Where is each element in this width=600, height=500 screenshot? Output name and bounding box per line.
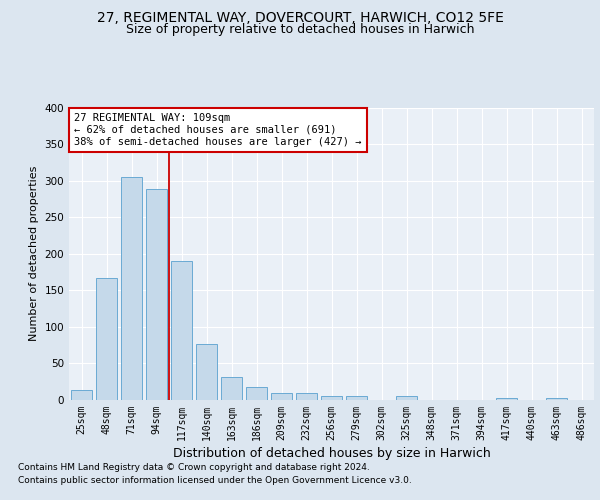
Bar xyxy=(196,344,217,400)
Bar xyxy=(96,278,117,400)
Y-axis label: Number of detached properties: Number of detached properties xyxy=(29,166,39,342)
Bar xyxy=(546,398,567,400)
Bar xyxy=(146,188,167,400)
X-axis label: Distribution of detached houses by size in Harwich: Distribution of detached houses by size … xyxy=(173,447,490,460)
Bar xyxy=(296,394,317,400)
Bar xyxy=(321,396,342,400)
Bar xyxy=(171,261,192,400)
Bar xyxy=(221,376,242,400)
Bar xyxy=(346,396,367,400)
Text: Contains HM Land Registry data © Crown copyright and database right 2024.: Contains HM Land Registry data © Crown c… xyxy=(18,462,370,471)
Bar xyxy=(396,396,417,400)
Bar xyxy=(121,177,142,400)
Bar xyxy=(71,390,92,400)
Bar xyxy=(271,394,292,400)
Bar xyxy=(246,387,267,400)
Text: 27, REGIMENTAL WAY, DOVERCOURT, HARWICH, CO12 5FE: 27, REGIMENTAL WAY, DOVERCOURT, HARWICH,… xyxy=(97,11,503,25)
Bar xyxy=(496,398,517,400)
Text: Contains public sector information licensed under the Open Government Licence v3: Contains public sector information licen… xyxy=(18,476,412,485)
Text: 27 REGIMENTAL WAY: 109sqm
← 62% of detached houses are smaller (691)
38% of semi: 27 REGIMENTAL WAY: 109sqm ← 62% of detac… xyxy=(74,114,362,146)
Text: Size of property relative to detached houses in Harwich: Size of property relative to detached ho… xyxy=(126,23,474,36)
